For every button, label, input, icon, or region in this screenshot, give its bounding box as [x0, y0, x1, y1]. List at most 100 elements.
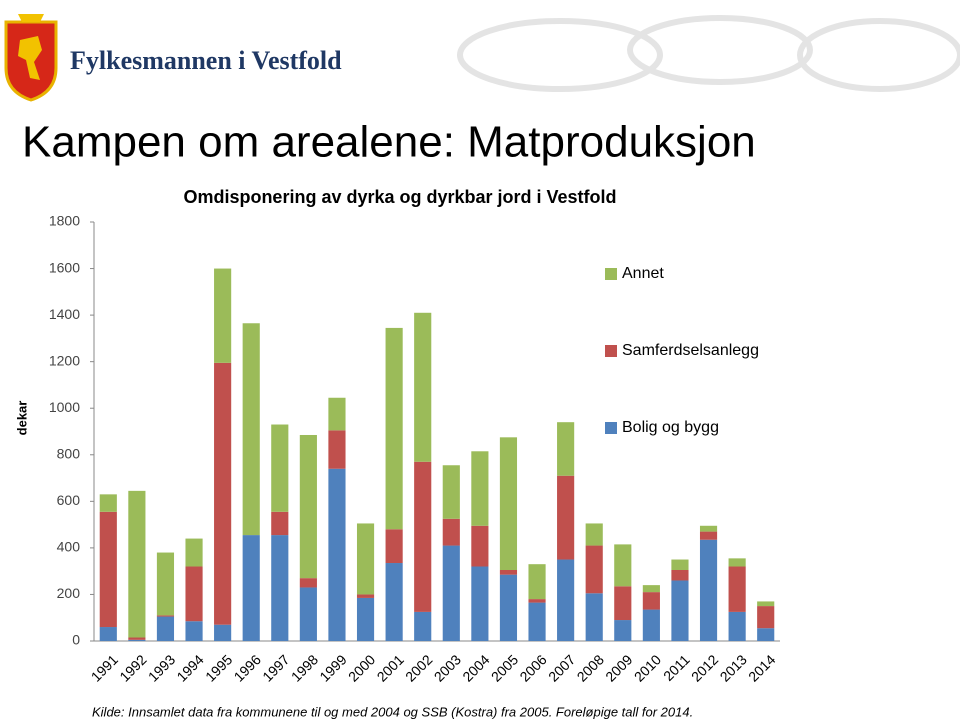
- x-tick-label: 2006: [516, 651, 549, 684]
- x-tick-label: 2004: [459, 651, 492, 684]
- bar-segment: [128, 490, 146, 638]
- bar-segment: [728, 611, 746, 641]
- bar-segment: [671, 580, 689, 641]
- x-tick-label: 2003: [431, 651, 464, 684]
- bar-segment: [185, 621, 203, 641]
- x-tick-label: 2011: [660, 651, 693, 684]
- bar-segment: [328, 397, 346, 431]
- legend-label: Annet: [622, 265, 664, 282]
- bar-segment: [356, 594, 375, 598]
- x-tick-label: 1997: [259, 651, 292, 684]
- x-tick-label: 2000: [345, 651, 378, 684]
- bar-segment: [528, 602, 546, 641]
- y-tick-label: 600: [57, 492, 81, 508]
- x-tick-label: 1996: [231, 651, 264, 684]
- bar-segment: [528, 564, 546, 600]
- bar-segment: [699, 531, 718, 540]
- bar-segment: [528, 599, 546, 603]
- y-tick-label: 0: [72, 632, 80, 648]
- slide-title: Kampen om arealene: Matproduksjon: [22, 118, 756, 167]
- bar-segment: [471, 451, 489, 526]
- bar-segment: [499, 574, 518, 641]
- bar-segment: [442, 518, 460, 546]
- bar-segment: [757, 628, 775, 641]
- x-tick-label: 1992: [116, 651, 149, 684]
- bar-segment: [356, 597, 375, 641]
- bar-segment: [614, 586, 632, 621]
- bar-segment: [671, 559, 689, 571]
- x-tick-label: 2001: [374, 651, 407, 684]
- bar-segment: [557, 422, 575, 476]
- bar-segment: [699, 539, 718, 641]
- bar-segment: [642, 585, 660, 593]
- bar-segment: [757, 601, 775, 607]
- bar-segment: [299, 578, 317, 588]
- bar-segment: [299, 434, 317, 579]
- logo: [4, 14, 58, 102]
- x-tick-label: 2010: [631, 651, 664, 684]
- bar-segment: [642, 592, 660, 610]
- bar-segment: [642, 609, 660, 641]
- bar-segment: [614, 544, 632, 587]
- y-axis-label: dekar: [14, 401, 29, 436]
- bar-segment: [128, 637, 146, 640]
- bar-segment: [214, 362, 232, 625]
- y-tick-label: 1400: [49, 306, 80, 322]
- bar-segment: [699, 525, 718, 532]
- bar-segment: [585, 593, 603, 641]
- bar-segment: [356, 523, 375, 595]
- y-tick-label: 800: [57, 445, 81, 461]
- bar-segment: [728, 558, 746, 567]
- bar-segment: [214, 268, 232, 363]
- bar-segment: [557, 559, 575, 641]
- bar-segment: [614, 620, 632, 641]
- legend-swatch: [605, 345, 617, 357]
- bar-segment: [271, 424, 289, 512]
- bar-segment: [156, 615, 175, 617]
- bar-segment: [128, 639, 146, 641]
- bar-segment: [499, 437, 518, 571]
- bar-segment: [471, 525, 489, 567]
- x-tick-label: 1998: [288, 651, 321, 684]
- x-tick-label: 2009: [602, 651, 635, 684]
- legend-label: Bolig og bygg: [622, 419, 719, 436]
- x-tick-label: 2002: [402, 651, 435, 684]
- x-tick-label: 2007: [545, 651, 578, 684]
- bar-segment: [385, 563, 403, 641]
- bar-segment: [414, 611, 432, 641]
- bar-segment: [442, 465, 460, 519]
- x-tick-label: 2012: [688, 651, 721, 684]
- y-tick-label: 1800: [49, 213, 80, 229]
- bar-segment: [185, 538, 203, 567]
- organization: Fylkesmannen i Vestfold: [70, 46, 342, 75]
- bar-segment: [99, 627, 117, 641]
- x-tick-label: 1993: [145, 651, 178, 684]
- chart-title: Omdisponering av dyrka og dyrkbar jord i…: [183, 187, 616, 207]
- bar-segment: [271, 535, 289, 641]
- bar-segment: [442, 545, 460, 641]
- bar-segment: [671, 570, 689, 581]
- y-tick-label: 200: [57, 585, 81, 601]
- y-tick-label: 400: [57, 539, 81, 555]
- legend-swatch: [605, 268, 617, 280]
- x-tick-label: 1999: [316, 651, 349, 684]
- legend-label: Samferdselsanlegg: [622, 342, 759, 359]
- bar-segment: [471, 566, 489, 641]
- y-tick-label: 1200: [49, 352, 80, 368]
- bar-segment: [385, 529, 403, 564]
- bar-segment: [156, 616, 175, 641]
- x-tick-label: 2014: [745, 651, 778, 684]
- bar-segment: [185, 566, 203, 622]
- bar-segment: [499, 570, 518, 575]
- bar-segment: [328, 468, 346, 641]
- legend-swatch: [605, 422, 617, 434]
- x-tick-label: 2008: [574, 651, 607, 684]
- bar-segment: [585, 545, 603, 594]
- bar-segment: [557, 475, 575, 560]
- bar-segment: [271, 511, 289, 536]
- bar-segment: [728, 566, 746, 612]
- x-tick-label: 1994: [173, 651, 206, 684]
- bar-segment: [156, 552, 175, 616]
